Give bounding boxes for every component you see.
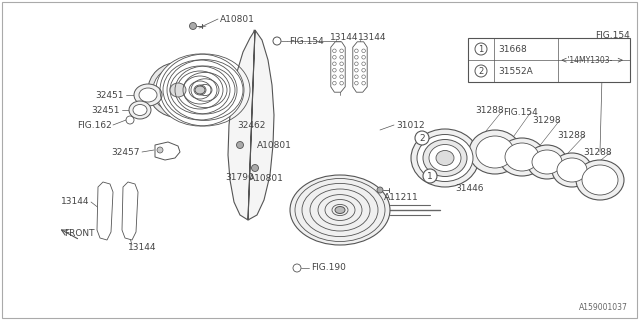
Ellipse shape [129,101,151,119]
Text: 32451: 32451 [95,91,124,100]
Circle shape [189,22,196,29]
Polygon shape [228,30,274,220]
Ellipse shape [335,206,345,213]
Text: 13144: 13144 [358,33,387,42]
Text: 13144: 13144 [330,33,358,42]
Ellipse shape [557,158,587,182]
Ellipse shape [476,136,514,168]
Polygon shape [331,42,345,92]
Circle shape [237,141,243,148]
Ellipse shape [133,105,147,116]
Ellipse shape [429,145,461,172]
Polygon shape [97,182,113,240]
Text: FRONT: FRONT [64,229,95,238]
Text: FIG.154: FIG.154 [503,108,538,116]
Ellipse shape [183,76,217,104]
Text: 31288: 31288 [475,106,504,115]
Ellipse shape [156,54,244,126]
Polygon shape [122,182,138,240]
Text: A10801: A10801 [249,173,284,182]
Ellipse shape [527,145,567,179]
Text: 1: 1 [427,172,433,180]
Ellipse shape [134,84,162,106]
Ellipse shape [195,86,205,94]
Text: 31012: 31012 [396,121,424,130]
Circle shape [475,65,487,77]
Ellipse shape [153,67,203,113]
Text: A11211: A11211 [384,194,419,203]
Text: A10801: A10801 [257,140,292,149]
Text: FIG.162: FIG.162 [77,121,112,130]
Ellipse shape [194,85,206,95]
Ellipse shape [499,138,545,176]
Text: 13144: 13144 [61,197,89,206]
Ellipse shape [177,71,223,109]
Text: FIG.154: FIG.154 [289,36,324,45]
Text: <'14MY1303-  >: <'14MY1303- > [561,55,623,65]
Text: 32462: 32462 [237,121,266,130]
Circle shape [252,164,259,172]
Circle shape [415,131,429,145]
Ellipse shape [582,165,618,195]
Text: FIG.154: FIG.154 [595,30,630,39]
Circle shape [157,147,163,153]
Ellipse shape [532,150,562,174]
Polygon shape [353,42,367,92]
Circle shape [377,187,383,193]
Ellipse shape [170,83,186,97]
Ellipse shape [170,66,230,114]
Ellipse shape [139,88,157,102]
Text: 13144: 13144 [128,244,157,252]
Circle shape [475,43,487,55]
Text: 1: 1 [478,44,484,53]
Text: A159001037: A159001037 [579,303,628,313]
Polygon shape [155,142,180,160]
Ellipse shape [552,153,592,187]
Text: 31668: 31668 [498,44,527,53]
Ellipse shape [411,129,479,187]
Text: 31552A: 31552A [498,67,532,76]
Ellipse shape [469,130,521,174]
Text: 31298: 31298 [532,116,561,124]
Ellipse shape [189,81,211,99]
Text: A10801: A10801 [220,14,255,23]
Text: FIG.190: FIG.190 [311,263,346,273]
Ellipse shape [505,143,539,171]
Text: 31288: 31288 [583,148,612,156]
Text: 31790: 31790 [225,172,253,181]
Text: 31446: 31446 [455,183,483,193]
Bar [468,38,630,82]
Ellipse shape [290,175,390,245]
Text: 2: 2 [419,133,425,142]
Ellipse shape [576,160,624,200]
Ellipse shape [163,60,237,120]
Circle shape [423,169,437,183]
Text: 32457: 32457 [111,148,140,156]
Ellipse shape [423,140,467,177]
Ellipse shape [148,62,208,117]
Text: 31288: 31288 [557,131,586,140]
Text: 2: 2 [478,67,484,76]
Ellipse shape [436,150,454,165]
Text: 32451: 32451 [92,106,120,115]
Ellipse shape [417,134,473,181]
